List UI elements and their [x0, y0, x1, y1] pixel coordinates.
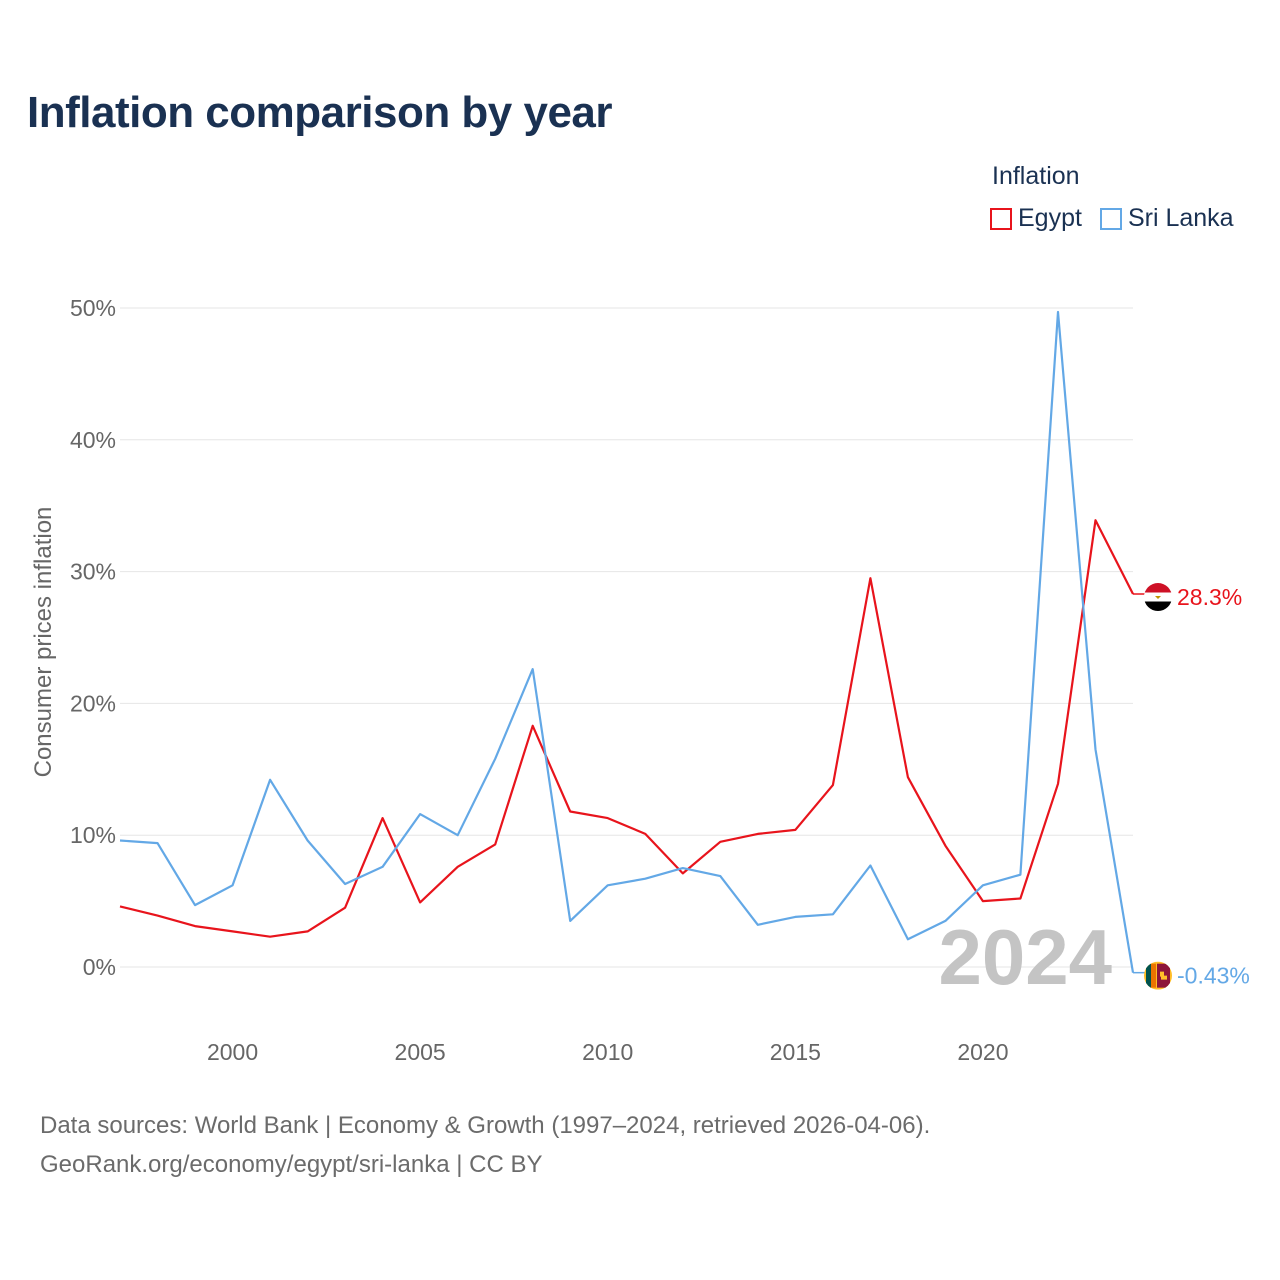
- x-tick-label: 2000: [207, 1039, 258, 1065]
- y-tick-label: 0%: [83, 954, 116, 980]
- legend-title: Inflation: [992, 162, 1080, 190]
- data-sources-note: Data sources: World Bank | Economy & Gro…: [40, 1112, 931, 1139]
- gridlines: [120, 307, 1133, 968]
- y-tick-label: 40%: [70, 427, 116, 453]
- series-line-sri-lanka[interactable]: [119, 310, 1135, 973]
- series-line-egypt[interactable]: [119, 519, 1134, 938]
- legend-label-egypt: Egypt: [1018, 204, 1082, 232]
- footer: Data sources: World Bank | Economy & Gro…: [40, 1106, 930, 1184]
- chart-title: Inflation comparison by year: [27, 88, 613, 137]
- sri-lanka-flag-icon: [1144, 961, 1172, 990]
- y-tick-label: 50%: [70, 295, 116, 321]
- x-tick-label: 2010: [582, 1039, 633, 1065]
- sri-lanka-end-value: -0.43%: [1177, 963, 1250, 989]
- egypt-flag-icon: [1144, 583, 1172, 612]
- x-tick-label: 2005: [395, 1039, 446, 1065]
- egypt-end-value: 28.3%: [1177, 584, 1242, 610]
- y-axis-ticks: 0% 10% 20% 30% 40% 50%: [70, 295, 116, 980]
- legend: Egypt Sri Lanka: [990, 204, 1252, 233]
- legend-item-egypt[interactable]: Egypt: [990, 204, 1082, 233]
- y-tick-label: 10%: [70, 822, 116, 848]
- y-tick-label: 20%: [70, 690, 116, 716]
- legend-swatch-sri-lanka: [1099, 207, 1122, 230]
- x-tick-label: 2015: [770, 1039, 821, 1065]
- y-tick-label: 30%: [70, 559, 116, 585]
- x-tick-label: 2020: [957, 1039, 1008, 1065]
- x-axis-ticks: 2000 2005 2010 2015 2020: [207, 1039, 1009, 1065]
- source-url-license: GeoRank.org/economy/egypt/sri-lanka | CC…: [40, 1151, 543, 1178]
- legend-label-sri-lanka: Sri Lanka: [1127, 204, 1234, 232]
- year-watermark: 2024: [938, 913, 1112, 1001]
- y-axis-label: Consumer prices inflation: [30, 507, 57, 778]
- series-lines: [119, 310, 1145, 974]
- legend-swatch-egypt: [990, 207, 1012, 230]
- legend-item-sri-lanka[interactable]: Sri Lanka: [1099, 204, 1234, 233]
